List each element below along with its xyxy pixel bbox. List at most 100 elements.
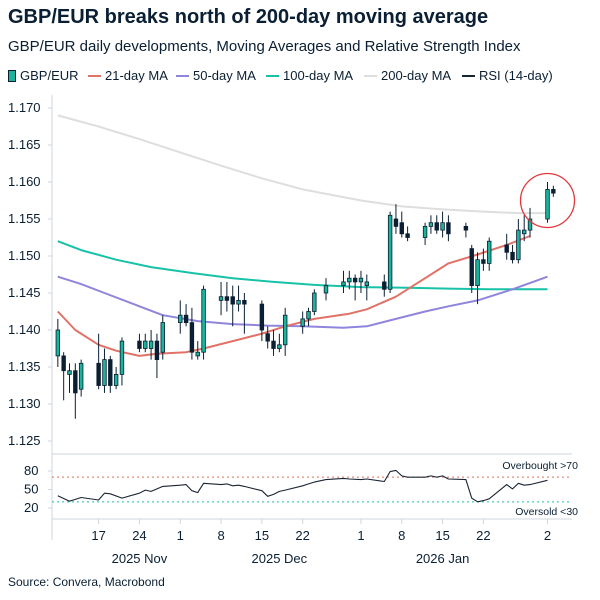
candle-body	[178, 314, 183, 324]
legend-label-ma100: 100-day MA	[283, 68, 354, 83]
candle	[160, 315, 165, 360]
candle	[347, 270, 352, 290]
candle	[148, 330, 154, 360]
candle-body	[545, 188, 550, 220]
candle	[504, 233, 509, 260]
legend-swatch-ma100	[266, 74, 279, 77]
candle-body	[352, 277, 358, 283]
candle	[242, 293, 247, 334]
candle	[399, 211, 404, 238]
candle-body	[341, 281, 346, 286]
price-tick-label: 1.130	[8, 396, 41, 411]
candle	[469, 244, 474, 293]
candle-body	[67, 370, 72, 375]
candle-body	[405, 233, 410, 238]
candle-body	[440, 222, 445, 231]
candle	[393, 204, 399, 234]
candle	[67, 363, 72, 393]
candle	[440, 211, 445, 238]
candle	[61, 352, 66, 401]
candle	[382, 274, 387, 297]
candle	[236, 285, 241, 312]
candle-body	[218, 296, 224, 301]
legend-label-ma200: 200-day MA	[381, 68, 452, 83]
price-tick-label: 1.135	[8, 359, 41, 374]
candle-body	[387, 214, 393, 290]
candle	[183, 304, 189, 327]
legend-swatch-ma200	[364, 74, 377, 77]
candle-body	[399, 222, 404, 235]
rsi-tick-label: 80	[24, 463, 38, 478]
legend-item-gbpeur: GBP/EUR	[8, 68, 79, 83]
overbought-label: Overbought >70	[502, 460, 578, 472]
x-tick-label: 15	[255, 528, 269, 543]
candle-body	[428, 222, 434, 227]
candle	[352, 274, 358, 301]
candle-body	[504, 244, 509, 253]
ma100-line	[57, 240, 548, 291]
candle-body	[96, 362, 101, 386]
x-tick-label: 8	[217, 528, 224, 543]
x-month-label: 2025 Dec	[252, 551, 308, 566]
candle	[341, 270, 346, 293]
candle	[481, 248, 486, 271]
candle	[218, 281, 224, 316]
candle	[265, 326, 270, 349]
candle-body	[189, 322, 195, 353]
candle-body	[183, 314, 189, 324]
candle-body	[434, 222, 439, 231]
candle-body	[224, 296, 230, 301]
candle-body	[527, 218, 533, 231]
candle-body	[481, 259, 486, 264]
rsi-tick-label: 20	[24, 500, 38, 515]
candle-body	[259, 303, 265, 331]
source-note: Source: Convera, Macrobond	[8, 575, 165, 589]
candle	[282, 307, 288, 356]
candle	[516, 219, 521, 264]
x-tick-label: 8	[398, 528, 405, 543]
candle	[405, 226, 410, 242]
candle	[551, 185, 556, 197]
price-tick-label: 1.125	[8, 433, 41, 448]
candle-body	[78, 362, 84, 390]
x-tick-label: 1	[357, 528, 364, 543]
candle	[73, 363, 78, 419]
ma200-line	[57, 114, 548, 215]
candle-body	[393, 218, 399, 227]
candle	[230, 285, 235, 327]
candle	[312, 289, 317, 316]
candle	[102, 348, 107, 393]
candle-body	[446, 222, 451, 235]
candle	[277, 333, 282, 353]
candle	[224, 281, 230, 312]
candle-body	[469, 248, 474, 287]
candle-body	[358, 277, 364, 283]
candle	[201, 285, 206, 360]
x-tick-label: 22	[295, 528, 309, 543]
candle-body	[195, 351, 200, 357]
candle	[422, 222, 428, 245]
legend-item-ma200: 200-day MA	[364, 68, 451, 83]
candle-body	[160, 322, 165, 353]
candle	[137, 333, 142, 353]
legend-item-ma100: 100-day MA	[266, 68, 353, 83]
candle	[259, 300, 265, 342]
candle	[446, 215, 451, 242]
candle-body	[236, 299, 241, 305]
candle	[475, 252, 480, 305]
candle-body	[201, 288, 206, 353]
price-tick-label: 1.145	[8, 285, 41, 300]
price-tick-label: 1.170	[8, 100, 41, 115]
oversold-label: Oversold <30	[515, 506, 578, 518]
candle-body	[422, 225, 428, 238]
candle	[306, 307, 311, 327]
candle	[119, 337, 125, 386]
legend: GBP/EUR 21-day MA 50-day MA 100-day MA 2…	[8, 68, 598, 88]
x-month-label: 2025 Nov	[112, 551, 168, 566]
chart-title: GBP/EUR breaks north of 200-day moving a…	[8, 6, 489, 28]
candle	[521, 215, 527, 242]
price-tick-label: 1.165	[8, 137, 41, 152]
x-tick-label: 22	[476, 528, 490, 543]
legend-swatch-ma21	[88, 74, 101, 77]
candle-body	[154, 340, 160, 361]
